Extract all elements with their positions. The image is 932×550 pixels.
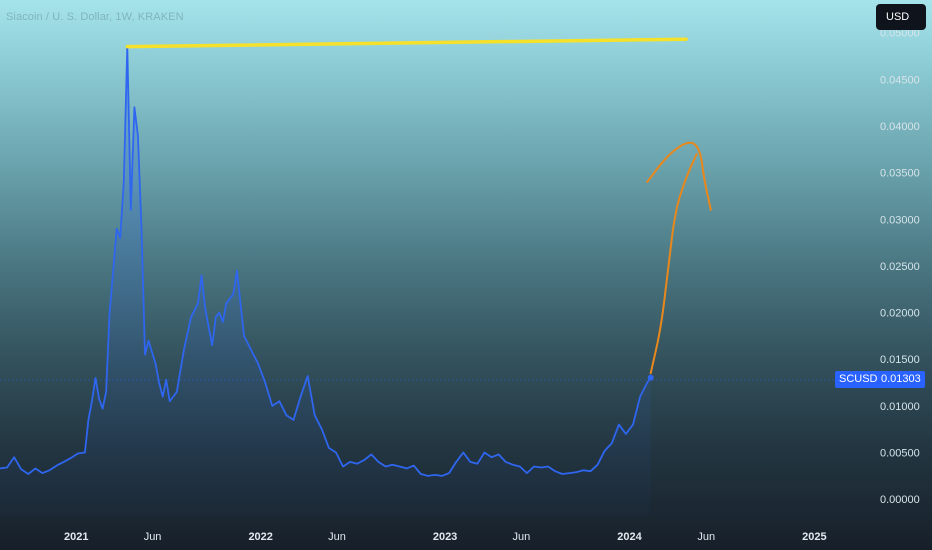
- y-tick-label: 0.05000: [880, 28, 920, 40]
- x-tick-label: Jun: [144, 531, 162, 543]
- y-tick-label: 0.01000: [880, 401, 920, 413]
- y-tick-label: 0.03500: [880, 168, 920, 180]
- x-tick-label: 2022: [248, 531, 272, 543]
- projection-path[interactable]: [646, 141, 712, 211]
- x-tick-label: 2024: [617, 531, 642, 543]
- y-axis: 0.00000 0.00500 0.01000 0.01500 0.02000 0.025…: [880, 28, 920, 507]
- x-tick-label: 2023: [433, 531, 457, 543]
- drawing-annotations: [125, 37, 712, 375]
- x-tick-label: Jun: [697, 531, 715, 543]
- currency-button[interactable]: USD: [876, 4, 926, 30]
- resistance-trend-line[interactable]: [125, 37, 688, 49]
- x-tick-label: Jun: [328, 531, 346, 543]
- y-tick-label: 0.02500: [880, 261, 920, 273]
- symbol-price-tag: SCUSD: [835, 371, 882, 388]
- projection-path[interactable]: [649, 153, 698, 375]
- x-tick-label: 2025: [802, 531, 826, 543]
- y-tick-label: 0.04500: [880, 74, 920, 86]
- last-price-dot: [647, 374, 654, 381]
- x-tick-label: 2021: [64, 531, 88, 543]
- price-area: [0, 46, 651, 516]
- price-series-line: [0, 45, 652, 477]
- y-tick-label: 0.02000: [880, 308, 920, 320]
- y-tick-label: 0.00000: [880, 494, 920, 506]
- y-tick-label: 0.03000: [880, 214, 920, 226]
- chart-title: Siacoin / U. S. Dollar, 1W, KRAKEN: [6, 11, 184, 23]
- y-tick-label: 0.00500: [880, 448, 920, 460]
- y-tick-label: 0.04000: [880, 121, 920, 133]
- y-tick-label: 0.01500: [880, 354, 920, 366]
- x-tick-label: Jun: [512, 531, 530, 543]
- last-price-tag: 0.01303: [877, 371, 925, 388]
- x-axis: 2021 Jun 2022 Jun 2023 Jun 2024 Jun 2025: [64, 531, 827, 543]
